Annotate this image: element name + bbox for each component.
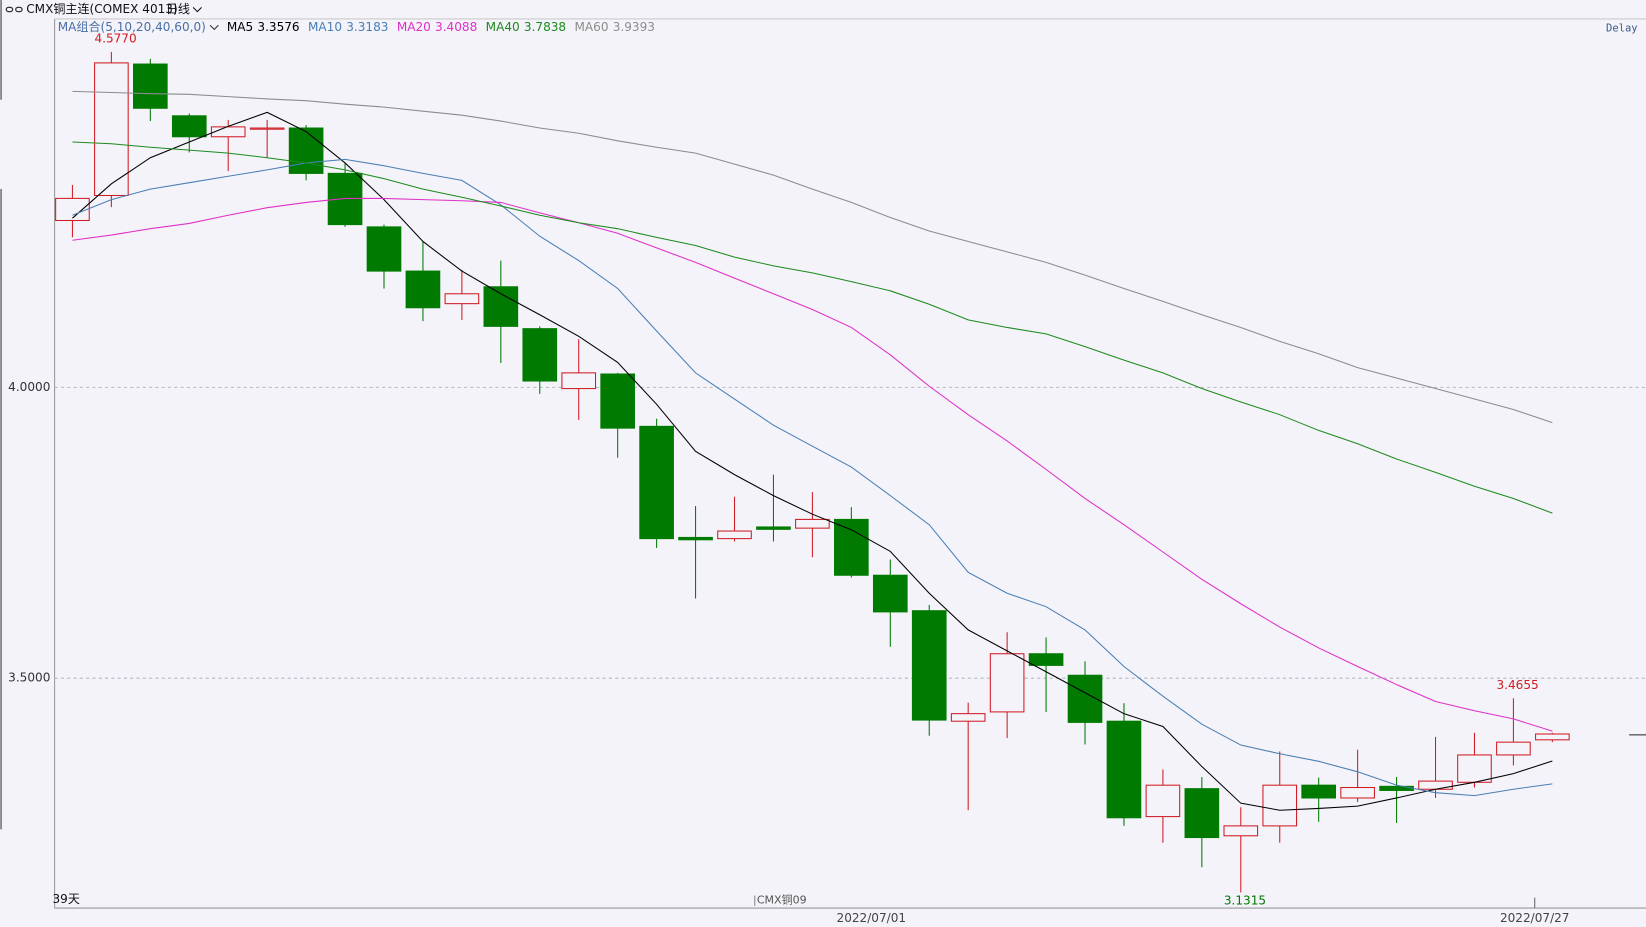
candle-body xyxy=(950,713,986,722)
candle-body xyxy=(405,270,441,309)
low-label: 3.1315 xyxy=(1224,893,1266,907)
dropdown-chevron[interactable] xyxy=(192,7,202,13)
legend-name: MA60 xyxy=(575,20,609,34)
candle-body xyxy=(133,63,168,109)
period-selector[interactable]: 日线 xyxy=(166,2,190,16)
candle-body xyxy=(717,530,752,540)
chain-link xyxy=(15,6,23,13)
candle-body xyxy=(872,574,908,613)
ma-line xyxy=(72,158,1553,797)
ma-line xyxy=(72,141,1553,514)
candle-body xyxy=(1106,720,1142,819)
ma-line xyxy=(72,197,1553,732)
candle-body xyxy=(288,127,324,174)
legend-name: MA40 xyxy=(486,20,520,34)
x-axis-label: 2022/07/01 xyxy=(837,911,907,925)
candle-body xyxy=(1496,741,1531,756)
candle-body xyxy=(210,126,246,138)
legend-chevron xyxy=(209,24,219,31)
y-tick-label: 3.5000 xyxy=(8,671,50,685)
legend-title: MA组合(5,10,20,40,60,0) xyxy=(58,19,206,34)
candle-body xyxy=(911,610,947,721)
contract-label: CMX铜09 xyxy=(757,893,807,907)
candle-body xyxy=(756,526,791,530)
candle-body xyxy=(639,425,674,540)
ma-line xyxy=(72,111,1553,811)
legend-value: 3.3576 xyxy=(257,20,299,34)
candle-body xyxy=(1262,784,1298,827)
candle-body xyxy=(366,226,402,272)
candle-body xyxy=(327,172,363,226)
y-tick-label: 4.0000 xyxy=(8,380,50,394)
candle-body xyxy=(522,328,558,382)
candle-body xyxy=(444,293,480,305)
legend-value: 3.3183 xyxy=(346,20,388,34)
candle-body xyxy=(1340,786,1375,799)
candle-body xyxy=(94,62,129,197)
legend-value: 3.7838 xyxy=(524,20,566,34)
legend-value: 3.4088 xyxy=(435,20,477,34)
candle-body xyxy=(483,286,519,327)
candle-body xyxy=(600,373,635,429)
candle-body xyxy=(1418,780,1453,790)
count-label: 39天 xyxy=(52,892,79,906)
candle-body xyxy=(1223,825,1259,837)
candle-body xyxy=(1184,788,1220,839)
candle-body xyxy=(1145,784,1181,818)
candle-body xyxy=(171,115,207,138)
candle-body xyxy=(1535,733,1570,741)
legend-name: MA10 xyxy=(308,20,342,34)
candle-body xyxy=(55,197,90,222)
candle-body xyxy=(1028,653,1064,666)
status-label: Delay xyxy=(1606,22,1638,34)
chain-icon[interactable] xyxy=(5,6,23,13)
candle-body xyxy=(561,372,597,390)
legend-name: MA5 xyxy=(227,20,253,34)
candle-body xyxy=(249,127,285,130)
candle-body xyxy=(795,518,830,529)
chain-link xyxy=(5,6,14,13)
candle-body xyxy=(1301,784,1337,799)
candle-body xyxy=(834,518,869,576)
chart-title: CMX铜主连(COMEX 4013) xyxy=(26,1,177,16)
high-label: 3.4655 xyxy=(1497,678,1539,692)
x-axis-label: 2022/07/27 xyxy=(1500,911,1570,925)
high-label: 4.5770 xyxy=(94,32,136,46)
candle-body xyxy=(989,653,1025,713)
candle-body xyxy=(678,536,713,541)
ma-line xyxy=(72,90,1553,424)
legend-name: MA20 xyxy=(397,20,431,34)
legend-value: 3.9393 xyxy=(613,20,655,34)
candle-body xyxy=(1457,754,1492,783)
